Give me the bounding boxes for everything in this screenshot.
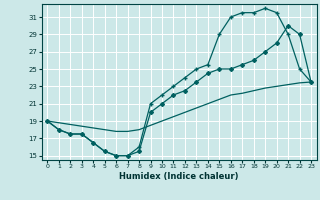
X-axis label: Humidex (Indice chaleur): Humidex (Indice chaleur) [119, 172, 239, 181]
